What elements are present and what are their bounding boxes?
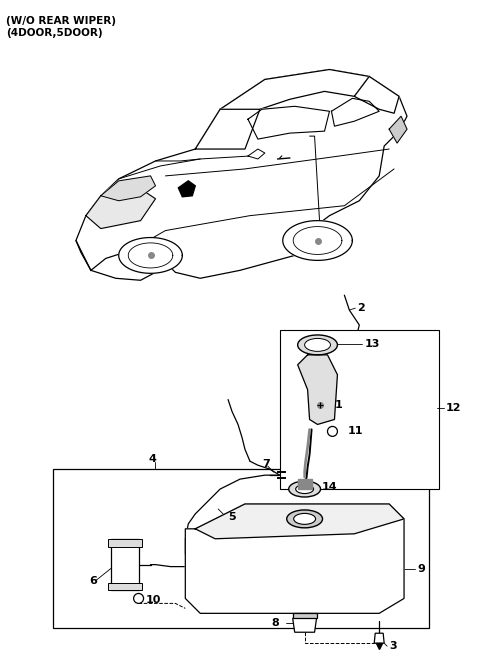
Polygon shape <box>76 70 407 278</box>
Polygon shape <box>389 116 407 143</box>
Ellipse shape <box>294 514 315 524</box>
Bar <box>111 539 139 590</box>
Polygon shape <box>185 504 404 613</box>
Text: 10: 10 <box>145 596 161 605</box>
Polygon shape <box>86 189 156 228</box>
Polygon shape <box>293 613 316 619</box>
Polygon shape <box>298 479 312 489</box>
Polygon shape <box>195 504 404 539</box>
Polygon shape <box>195 110 260 149</box>
Text: 8: 8 <box>272 619 279 628</box>
Text: 3: 3 <box>389 641 397 651</box>
Polygon shape <box>298 355 337 424</box>
Text: 14: 14 <box>322 482 337 492</box>
Polygon shape <box>101 176 156 201</box>
Text: 5: 5 <box>228 512 236 522</box>
Ellipse shape <box>296 485 313 493</box>
Polygon shape <box>179 181 195 197</box>
Text: 4: 4 <box>148 454 156 464</box>
Text: 13: 13 <box>364 339 380 349</box>
Polygon shape <box>283 220 352 260</box>
Polygon shape <box>374 633 384 643</box>
Bar <box>280 330 439 489</box>
Text: 2: 2 <box>357 303 365 313</box>
Ellipse shape <box>298 335 337 355</box>
Polygon shape <box>220 70 369 119</box>
Text: 11: 11 <box>348 426 363 436</box>
Polygon shape <box>119 237 182 274</box>
Polygon shape <box>332 98 379 126</box>
Bar <box>53 469 429 628</box>
Polygon shape <box>108 583 142 590</box>
Circle shape <box>327 426 337 436</box>
Text: 9: 9 <box>417 564 425 573</box>
Text: (4DOOR,5DOOR): (4DOOR,5DOOR) <box>6 28 103 38</box>
Polygon shape <box>248 149 265 159</box>
Text: 12: 12 <box>446 403 461 413</box>
Text: 1: 1 <box>335 400 342 409</box>
Polygon shape <box>108 539 142 546</box>
Ellipse shape <box>305 338 330 352</box>
Polygon shape <box>248 106 329 139</box>
Text: 7: 7 <box>262 459 270 469</box>
Ellipse shape <box>288 481 321 497</box>
Circle shape <box>133 594 144 604</box>
Polygon shape <box>354 77 399 113</box>
Polygon shape <box>293 619 316 632</box>
Text: 6: 6 <box>89 575 97 586</box>
Ellipse shape <box>287 510 323 528</box>
Text: (W/O REAR WIPER): (W/O REAR WIPER) <box>6 16 116 26</box>
